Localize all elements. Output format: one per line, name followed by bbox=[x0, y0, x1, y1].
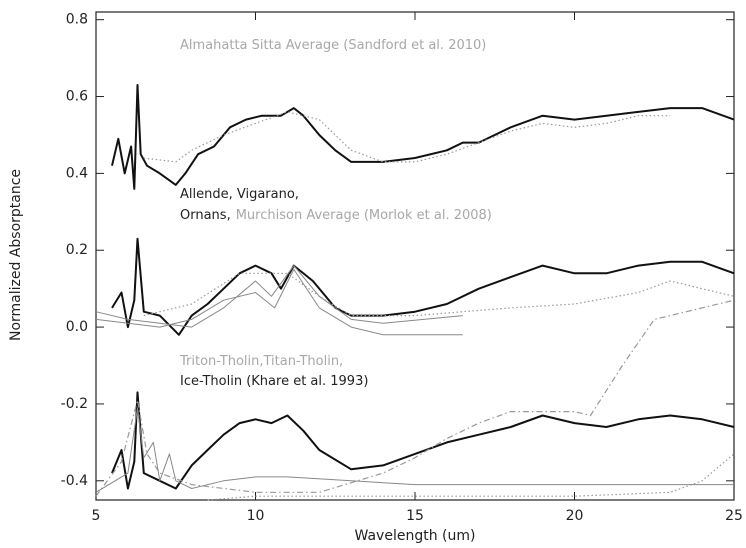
y-tick-label: -0.4 bbox=[61, 473, 88, 489]
y-tick-label: 0.8 bbox=[66, 12, 88, 28]
series-line bbox=[95, 268, 463, 336]
annotation: Ornans, Murchison Average (Morlok et al. … bbox=[180, 208, 492, 223]
annotation: Triton-Tholin,Titan-Tholin, bbox=[179, 354, 343, 369]
plot-frame bbox=[95, 11, 735, 501]
y-tick-label: 0.0 bbox=[66, 319, 88, 335]
series-line bbox=[111, 84, 735, 190]
annotation: Allende, Vigarano, bbox=[180, 187, 299, 202]
x-tick-label: 10 bbox=[247, 508, 265, 524]
series-line bbox=[111, 237, 735, 336]
annotation-part: Triton-Tholin,Titan-Tholin, bbox=[179, 354, 343, 369]
series-line bbox=[143, 272, 735, 317]
annotation-part: Almahatta Sitta Average (Sandford et al.… bbox=[180, 38, 486, 53]
x-tick-label: 20 bbox=[566, 508, 584, 524]
x-tick-label: 5 bbox=[92, 508, 101, 524]
series-line bbox=[207, 453, 735, 501]
annotation-part: Ornans, bbox=[180, 208, 231, 223]
x-axis-label: Wavelength (um) bbox=[355, 528, 476, 544]
y-tick-label: 0.6 bbox=[66, 89, 88, 105]
annotation-part: Ice-Tholin (Khare et al. 1993) bbox=[180, 374, 368, 389]
series-line bbox=[111, 391, 735, 490]
series-line bbox=[143, 111, 671, 163]
y-tick-label: 0.4 bbox=[66, 165, 88, 181]
annotation: Ice-Tholin (Khare et al. 1993) bbox=[180, 374, 368, 389]
x-tick-label: 15 bbox=[406, 508, 424, 524]
series-line bbox=[95, 299, 735, 497]
y-axis-label: Normalized Absorptance bbox=[8, 169, 24, 341]
annotation-part: Murchison Average (Morlok et al. 2008) bbox=[236, 208, 492, 223]
annotation-part: Allende, Vigarano, bbox=[180, 187, 299, 202]
y-tick-label: -0.2 bbox=[61, 396, 88, 412]
series-line bbox=[95, 265, 463, 328]
annotation: Almahatta Sitta Average (Sandford et al.… bbox=[180, 38, 486, 53]
y-tick-label: 0.2 bbox=[66, 242, 88, 258]
x-tick-label: 25 bbox=[725, 508, 743, 524]
series-line bbox=[95, 407, 734, 493]
